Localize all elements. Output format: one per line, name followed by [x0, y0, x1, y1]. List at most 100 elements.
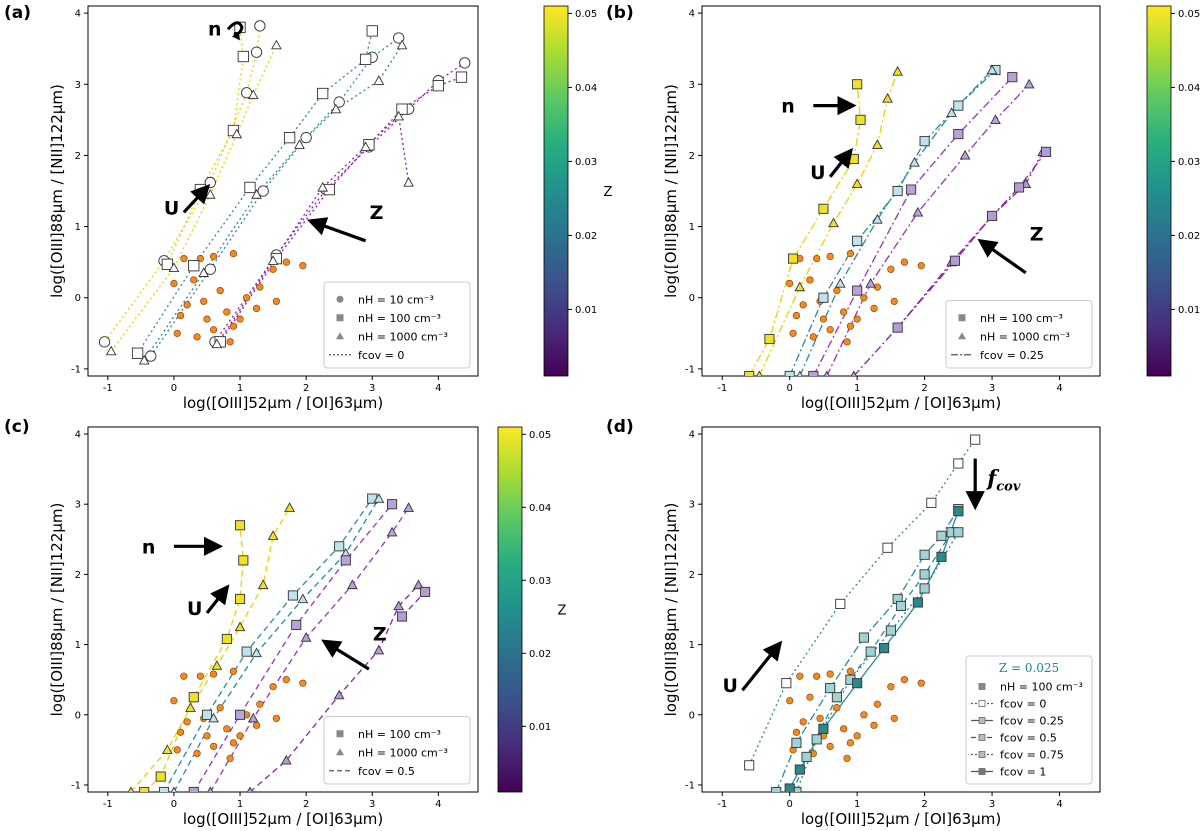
observation-point [183, 301, 191, 309]
legend-text: fcov = 0 [1000, 698, 1046, 711]
legend-marker-square [336, 314, 344, 322]
y-tick-label: 1 [75, 640, 81, 651]
data-point-triangle [882, 92, 893, 103]
data-point-square [919, 583, 930, 594]
observation-point [236, 732, 244, 740]
data-point-triangle [872, 213, 883, 224]
data-point-square [791, 737, 802, 748]
legend-marker-square [978, 734, 986, 741]
observation-point [180, 254, 188, 263]
data-point-square [396, 611, 408, 622]
series-line [853, 151, 1044, 376]
arrow-u [182, 183, 211, 214]
data-point-square [919, 549, 930, 560]
data-point-triangle [185, 702, 196, 712]
data-point-square [334, 541, 345, 552]
data-point-triangle [1023, 78, 1035, 89]
data-point-triangle [403, 502, 414, 512]
data-point-square [317, 87, 329, 100]
series-line [130, 507, 291, 792]
data-point-square [771, 786, 782, 792]
observation-point [203, 732, 211, 740]
data-point-square [283, 131, 296, 144]
observation-point [917, 262, 925, 270]
data-point-triangle [393, 600, 405, 611]
data-point-circle [145, 350, 157, 362]
data-point-triangle [251, 189, 262, 199]
data-point-triangle [207, 786, 214, 792]
data-point-square [852, 285, 863, 296]
observation-point [173, 329, 181, 337]
observation-point [917, 679, 925, 687]
data-point-triangle [347, 579, 358, 590]
observation-point [846, 250, 855, 258]
panel-label-d: (d) [606, 417, 634, 437]
observation-point [873, 700, 881, 708]
panel-a: -1 0 1 2 3 4 -1 0 1 2 3 4 log([OIII]52µm / [OI]63µm)… [48, 5, 613, 412]
data-point-square [420, 586, 431, 598]
series-line [209, 507, 410, 792]
legend-box [323, 716, 471, 785]
observation-point [806, 276, 814, 284]
observation-point [796, 672, 804, 680]
legend-text: nH = 1000 cm⁻³ [358, 330, 448, 343]
observation-point [853, 732, 861, 740]
data-point-square [791, 786, 802, 792]
arrow-z [977, 238, 1027, 275]
observation-point [826, 252, 834, 261]
data-point-triangle [127, 786, 135, 792]
legend-text: nH = 100 cm⁻³ [358, 312, 441, 325]
y-tick-label: -1 [685, 780, 695, 791]
data-point-square [234, 709, 246, 720]
data-point-square [241, 646, 252, 657]
data-point-triangle [297, 593, 309, 604]
observation-point [900, 258, 908, 266]
observation-point [193, 749, 201, 757]
legend-text: fcov = 0.5 [1000, 732, 1057, 745]
observation-point [813, 254, 821, 263]
observation-point [236, 315, 244, 323]
data-point-square [848, 153, 859, 165]
observation-point [890, 714, 898, 722]
y-tick-label: 3 [75, 80, 81, 91]
data-point-triangle [247, 712, 259, 723]
data-point-square [936, 530, 947, 541]
x-tick-label: -1 [717, 799, 727, 810]
data-point-square [221, 633, 232, 645]
observation-point [900, 676, 908, 684]
observation-point [843, 754, 851, 762]
data-point-triangle [851, 178, 863, 189]
panel-c: -1 0 1 2 3 4 -1 0 1 2 3 4 log([OIII]52µm / [OI]63µm)… [48, 426, 567, 828]
data-point-triangle [373, 75, 385, 85]
observation-point [216, 287, 224, 295]
arrow-label-u: U [810, 162, 825, 184]
data-point-square [1007, 72, 1018, 83]
observation-point [256, 283, 264, 291]
legend-marker-triangle [336, 332, 344, 340]
data-point-square [781, 678, 792, 689]
x-tick-label: 2 [303, 383, 309, 394]
data-point-triangle [234, 621, 246, 632]
observation-point [806, 693, 814, 701]
x-tick-label: 3 [989, 383, 995, 394]
observation-point [226, 754, 234, 762]
y-tick-label: 0 [75, 293, 81, 304]
observation-point [180, 672, 188, 680]
observation-point [799, 718, 807, 726]
y-tick-label: 0 [689, 710, 695, 721]
data-point-square [953, 527, 964, 538]
data-point-square [906, 184, 917, 195]
observation-point [229, 322, 238, 330]
arrow-label-z: Z [1030, 223, 1044, 245]
data-point-square [764, 333, 775, 345]
data-point-circle [459, 57, 471, 69]
data-point-circle [204, 263, 216, 275]
observation-point [256, 700, 264, 708]
data-point-square [852, 79, 863, 90]
data-point-square [188, 692, 199, 703]
observation-point [216, 704, 224, 712]
observation-point [792, 311, 801, 320]
observation-point [786, 279, 794, 288]
data-point-square [155, 771, 166, 782]
